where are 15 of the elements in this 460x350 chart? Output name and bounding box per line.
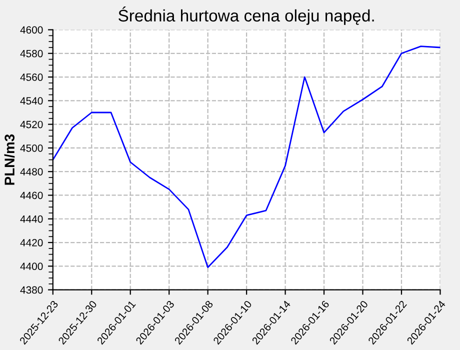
y-tick-label: 4400	[20, 262, 43, 270]
y-tick-label: 4520	[20, 120, 43, 128]
y-tick-label: 4600	[20, 26, 43, 34]
y-tick-label: 4560	[20, 74, 43, 81]
y-tick-label: 4480	[20, 168, 43, 176]
line-series	[52, 46, 440, 268]
y-tick-label: 4380	[20, 286, 43, 294]
y-tick-label: 4500	[20, 144, 43, 152]
y-axis-title: PLN/m3	[4, 134, 15, 185]
y-tick-label: 4420	[20, 239, 43, 246]
y-tick-label: 4460	[20, 192, 43, 200]
y-tick-label: 4440	[20, 215, 43, 223]
chart-title: Średnia hurtowa cena oleju napęd.	[118, 6, 374, 25]
y-tick-label: 4580	[20, 50, 43, 58]
y-tick-label: 4540	[20, 97, 43, 105]
